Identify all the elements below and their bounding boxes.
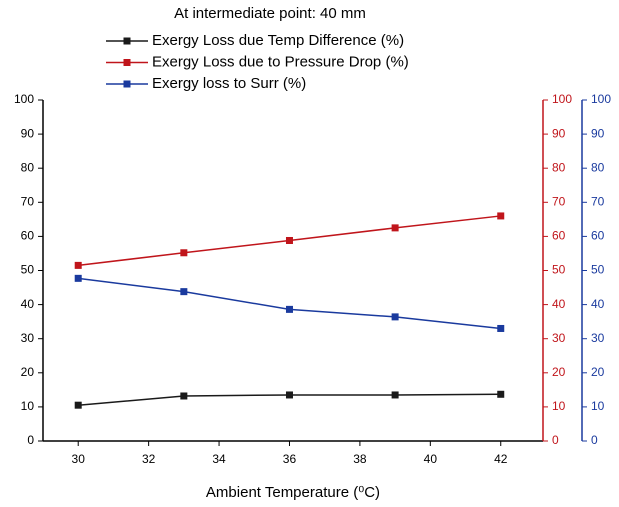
legend-label: Exergy loss to Surr (%) [152, 75, 306, 92]
x-tick-label: 32 [142, 452, 156, 466]
y-tick-label: 10 [21, 399, 35, 413]
y3-tick-label: 100 [591, 92, 611, 106]
y3-tick-label: 10 [591, 399, 605, 413]
y-tick-label: 30 [21, 331, 35, 345]
y3-tick-label: 80 [591, 160, 605, 174]
y-tick-label: 80 [21, 160, 35, 174]
y3-tick-label: 60 [591, 229, 605, 243]
chart-title: At intermediate point: 40 mm [174, 5, 366, 22]
y3-tick-label: 70 [591, 194, 605, 208]
y2-tick-label: 20 [552, 365, 566, 379]
y2-tick-label: 70 [552, 194, 566, 208]
y3-tick-label: 90 [591, 126, 605, 140]
y2-tick-label: 0 [552, 433, 559, 447]
y2-tick-label: 50 [552, 263, 566, 277]
data-point [74, 261, 82, 269]
y-tick-label: 20 [21, 365, 35, 379]
y2-tick-label: 10 [552, 399, 566, 413]
legend-marker [123, 80, 131, 88]
y3-tick-label: 0 [591, 433, 598, 447]
data-point [497, 324, 505, 332]
data-point [497, 390, 505, 398]
data-point [180, 249, 188, 257]
data-point [497, 212, 505, 220]
x-tick-label: 36 [283, 452, 297, 466]
legend-label: Exergy Loss due to Pressure Drop (%) [152, 53, 409, 70]
y-tick-label: 50 [21, 263, 35, 277]
y3-tick-label: 50 [591, 263, 605, 277]
y3-tick-label: 30 [591, 331, 605, 345]
y3-tick-label: 40 [591, 297, 605, 311]
y3-tick-label: 20 [591, 365, 605, 379]
x-tick-label: 40 [424, 452, 438, 466]
y-tick-label: 40 [21, 297, 35, 311]
data-point [285, 305, 293, 313]
data-point [285, 236, 293, 244]
x-axis-label: Ambient Temperature (⁰C) [206, 484, 380, 501]
y-tick-label: 60 [21, 229, 35, 243]
y2-tick-label: 90 [552, 126, 566, 140]
data-point [285, 391, 293, 399]
data-point [74, 274, 82, 282]
legend-marker [123, 59, 131, 66]
y2-tick-label: 100 [552, 92, 572, 106]
x-tick-label: 42 [494, 452, 508, 466]
series-line [78, 277, 501, 330]
y2-tick-label: 30 [552, 331, 566, 345]
data-point [391, 391, 399, 399]
y2-tick-label: 80 [552, 160, 566, 174]
y2-tick-label: 60 [552, 229, 566, 243]
y-tick-label: 90 [21, 126, 35, 140]
data-point [74, 401, 82, 409]
data-point [180, 392, 188, 400]
legend-label: Exergy Loss due Temp Difference (%) [152, 32, 404, 49]
y-tick-label: 0 [27, 433, 34, 447]
y-tick-label: 70 [21, 194, 35, 208]
x-tick-label: 30 [72, 452, 86, 466]
y2-tick-label: 40 [552, 297, 566, 311]
data-point [391, 224, 399, 232]
x-tick-label: 38 [353, 452, 367, 466]
legend-marker [123, 37, 131, 45]
data-point [391, 313, 399, 321]
data-point [180, 288, 188, 296]
x-tick-label: 34 [212, 452, 226, 466]
y-tick-label: 100 [14, 92, 34, 106]
